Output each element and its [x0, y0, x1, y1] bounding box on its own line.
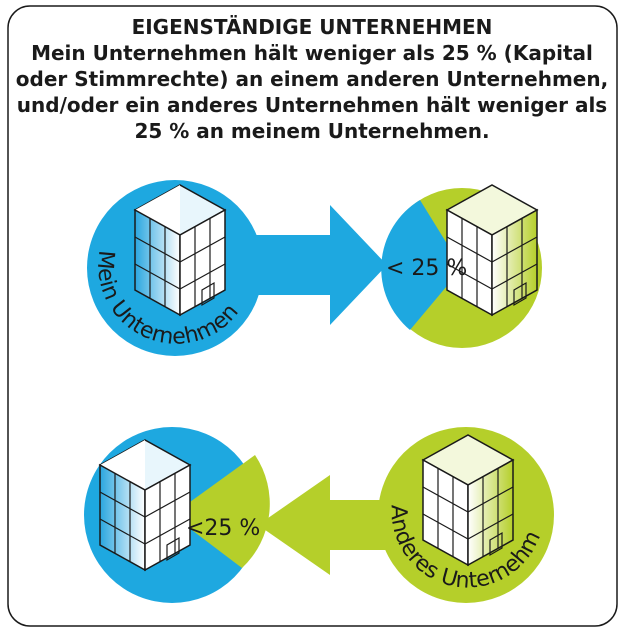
percent-label: < 25 % [386, 256, 467, 281]
share-wedge [381, 200, 462, 330]
title: EIGENSTÄNDIGE UNTERNEHMEN [132, 15, 493, 39]
building [134, 184, 226, 316]
share-wedge [172, 455, 270, 568]
subtitle-line: oder Stimmrechte) an einem anderen Unter… [16, 67, 608, 91]
subtitle-line: Mein Unternehmen hält weniger als 25 % (… [31, 41, 593, 65]
building [422, 434, 514, 566]
arrow-right [255, 205, 387, 325]
building [99, 439, 191, 571]
percent-label: <25 % [186, 516, 260, 541]
subtitle-line: und/oder ein anderes Unternehmen hält we… [17, 93, 607, 117]
arrow-left [258, 475, 400, 575]
subtitle-line: 25 % an meinem Unternehmen. [134, 119, 489, 143]
building [446, 184, 538, 316]
